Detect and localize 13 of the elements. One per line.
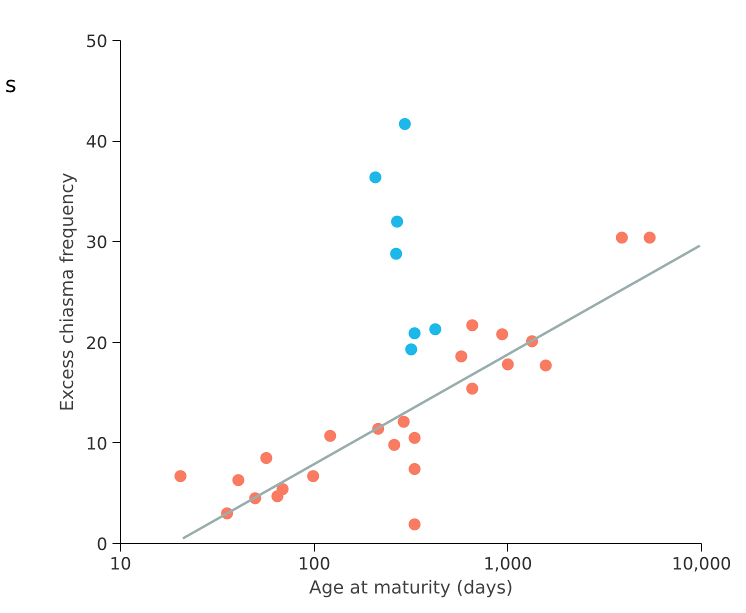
y-tick-label: 30 [86, 233, 108, 254]
x-axis-title: Age at maturity (days) [309, 578, 513, 598]
x-tick-label: 10,000 [672, 554, 732, 574]
text: s [5, 72, 16, 100]
y-tick-label: 20 [86, 334, 108, 354]
x-tick-label: 1,000 [484, 554, 532, 574]
y-tick-label: 0 [96, 535, 108, 555]
y-tick-label: 50 [86, 32, 108, 52]
x-tick-label: 100 [298, 554, 330, 574]
y-tick-label: 40 [86, 132, 108, 153]
x-tick-label: 10 [110, 554, 132, 574]
y-axis-title: Excess chiasma frequency [56, 172, 78, 412]
y-tick-label: 10 [86, 434, 108, 454]
